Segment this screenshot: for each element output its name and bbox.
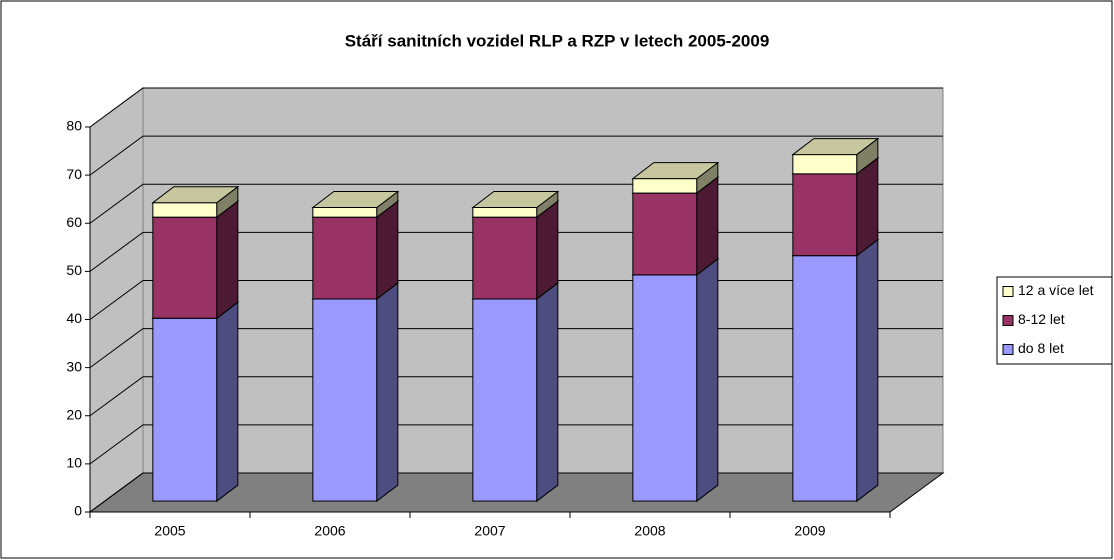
- legend-box: [996, 276, 1113, 365]
- bar-front: [632, 274, 698, 502]
- bar-top: [791, 138, 880, 156]
- x-tick-label: 2007: [474, 523, 505, 539]
- bar-front: [792, 173, 858, 257]
- y-tick-label: 70: [66, 166, 82, 182]
- x-tick-label: 2006: [314, 523, 345, 539]
- x-tick-label: 2005: [154, 523, 185, 539]
- bar-side: [376, 200, 399, 300]
- bar-front: [152, 317, 218, 502]
- bar-side: [536, 200, 559, 300]
- legend-swatch: [1002, 315, 1014, 326]
- bar-side: [216, 200, 239, 320]
- bar-front: [792, 255, 858, 502]
- bar-front: [152, 216, 218, 319]
- x-tick-label: 2008: [634, 523, 665, 539]
- bar-front: [312, 216, 378, 300]
- x-tick-label: 2009: [794, 523, 825, 539]
- y-tick-label: 60: [66, 214, 82, 230]
- chart-title: Stáří sanitních vozidel RLP a RZP v lete…: [345, 31, 770, 50]
- bar-side: [536, 281, 559, 503]
- legend-label: 8-12 let: [1018, 311, 1065, 327]
- bar-side: [696, 176, 719, 276]
- y-tick-label: 40: [66, 310, 82, 326]
- bar-side: [216, 301, 239, 503]
- legend-swatch: [1002, 344, 1014, 355]
- bar-side: [856, 156, 879, 257]
- bar-front: [152, 202, 218, 218]
- bar-top: [631, 162, 720, 180]
- y-tick-label: 20: [66, 406, 82, 422]
- legend-swatch: [1002, 286, 1014, 297]
- legend-label: do 8 let: [1018, 340, 1064, 356]
- bar-front: [472, 207, 538, 218]
- bar-top: [311, 191, 400, 209]
- bar-front: [312, 207, 378, 218]
- bar-front: [792, 154, 858, 175]
- bar-top: [151, 186, 240, 204]
- bar-side: [856, 238, 879, 503]
- y-tick-label: 80: [66, 118, 82, 134]
- bar-front: [312, 298, 378, 502]
- bar-side: [696, 257, 719, 503]
- y-tick-label: 10: [66, 455, 82, 471]
- y-tick-label: 0: [74, 503, 82, 519]
- bar-side: [376, 281, 399, 503]
- bar-front: [632, 178, 698, 194]
- bar-front: [472, 216, 538, 300]
- y-tick-label: 30: [66, 358, 82, 374]
- legend-label: 12 a více let: [1018, 282, 1094, 298]
- bar-front: [632, 192, 698, 276]
- grid-line: [89, 87, 943, 128]
- grid-line: [89, 135, 943, 176]
- bar-front: [472, 298, 538, 502]
- y-tick-label: 50: [66, 262, 82, 278]
- bar-top: [471, 191, 560, 209]
